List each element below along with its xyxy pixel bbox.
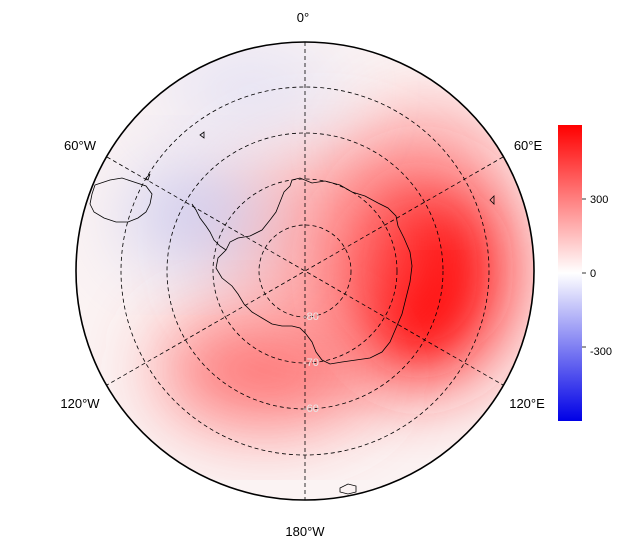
colorbar-ramp <box>558 125 582 421</box>
colorbar-tick-minus-300: -300 <box>590 346 612 358</box>
meridian-60e-120w <box>106 156 504 386</box>
new-zealand-island <box>339 483 357 495</box>
latitude-labels: -80 -70 -60 <box>303 311 319 415</box>
lon-label-60w: 60°W <box>64 138 97 153</box>
latitude-circle-60 <box>166 132 444 410</box>
lat-label-80: -80 <box>303 311 319 323</box>
colorbar-tick-300: 300 <box>590 194 608 206</box>
south-america-tip <box>89 177 153 223</box>
meridian-60w-120e <box>106 156 504 386</box>
lon-label-0: 0° <box>297 10 309 25</box>
negative-anomaly-atlantic <box>125 165 265 265</box>
field-layer <box>76 42 534 500</box>
lat-label-70: -70 <box>303 357 319 369</box>
lon-label-60e: 60°E <box>514 138 543 153</box>
antarctica-coastline <box>215 177 413 365</box>
lat-label-60: -60 <box>303 403 319 415</box>
lon-label-120e: 120°E <box>509 396 545 411</box>
graticule <box>106 42 504 500</box>
colorbar-ticks <box>582 198 586 348</box>
colorbar-tick-0: 0 <box>590 268 596 280</box>
map-boundary <box>75 41 535 501</box>
colorbar: 300 0 -300 <box>558 125 612 421</box>
antarctic-peninsula <box>191 203 227 251</box>
positive-anomaly-pacific <box>160 315 370 425</box>
coastlines <box>89 131 495 495</box>
lon-label-120w: 120°W <box>60 396 100 411</box>
latitude-circle-70 <box>212 178 398 364</box>
lon-label-180w: 180°W <box>285 524 325 539</box>
longitude-labels: 0° 60°W 60°E 120°W 120°E 180°W <box>60 10 545 539</box>
